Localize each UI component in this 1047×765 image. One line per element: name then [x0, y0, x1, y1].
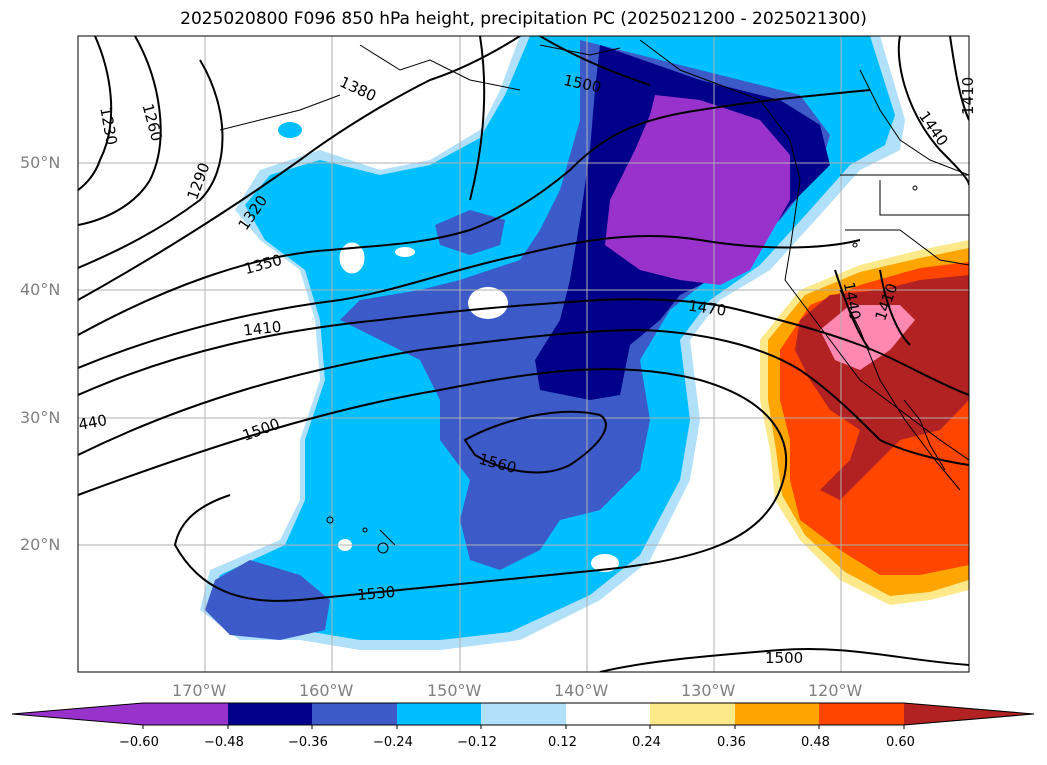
shade-pos060	[820, 305, 915, 370]
lon-tick-label: 160°W	[299, 681, 354, 700]
colorbar-seg	[143, 703, 228, 725]
colorbar-extend-high	[904, 703, 1034, 725]
colorbar-seg	[735, 703, 819, 725]
colorbar-seg	[228, 703, 312, 725]
lon-tick-label: 150°W	[427, 681, 482, 700]
colorbar-tick-label: −0.12	[457, 735, 497, 750]
shade-neg060	[605, 95, 790, 285]
colorbar-tick-label: 0.12	[548, 735, 577, 750]
colorbar-extend-low	[12, 703, 143, 725]
lat-tick-label: 50°N	[20, 153, 61, 172]
plot-frame	[77, 35, 970, 673]
lon-tick-label: 140°W	[554, 681, 609, 700]
contour-label: 1410	[959, 77, 977, 115]
contour-label: 1530	[356, 583, 396, 604]
colorbar-tick-label: −0.24	[373, 735, 413, 750]
colorbar-seg	[650, 703, 735, 725]
shade-neg036-north	[435, 210, 505, 255]
colorbar-seg	[481, 703, 566, 725]
lat-tick-label: 20°N	[20, 535, 61, 554]
graticule	[78, 36, 969, 672]
colorbar-tick-label: 0.24	[632, 735, 661, 750]
contour-label: 1500	[765, 649, 803, 667]
height-contours	[78, 36, 969, 672]
contour-label: 440	[77, 411, 108, 434]
lon-tick-label: 120°W	[808, 681, 863, 700]
coastlines	[219, 39, 969, 554]
colorbar-tick-label: −0.48	[204, 735, 244, 750]
contour-label: 1410	[242, 318, 282, 340]
colorbar-tick-label: −0.60	[119, 735, 159, 750]
contour-label: 1470	[687, 297, 727, 320]
colorbar-seg	[312, 703, 397, 725]
colorbar-seg	[397, 703, 481, 725]
colorbar-tick-label: 0.60	[886, 735, 915, 750]
colorbar-tick-label: 0.48	[801, 735, 830, 750]
colorbar-seg	[819, 703, 904, 725]
lon-tick-label: 130°W	[681, 681, 736, 700]
colorbar-tick-label: 0.36	[717, 735, 746, 750]
colorbar-tick-label: −0.36	[288, 735, 328, 750]
lat-tick-label: 30°N	[20, 408, 61, 427]
lat-tick-label: 40°N	[20, 280, 61, 299]
colorbar-seg	[566, 703, 650, 725]
shading-layer	[78, 36, 969, 672]
lon-tick-label: 170°W	[172, 681, 227, 700]
map-title: 2025020800 F096 850 hPa height, precipit…	[180, 9, 867, 29]
colorbar	[11, 702, 1035, 729]
